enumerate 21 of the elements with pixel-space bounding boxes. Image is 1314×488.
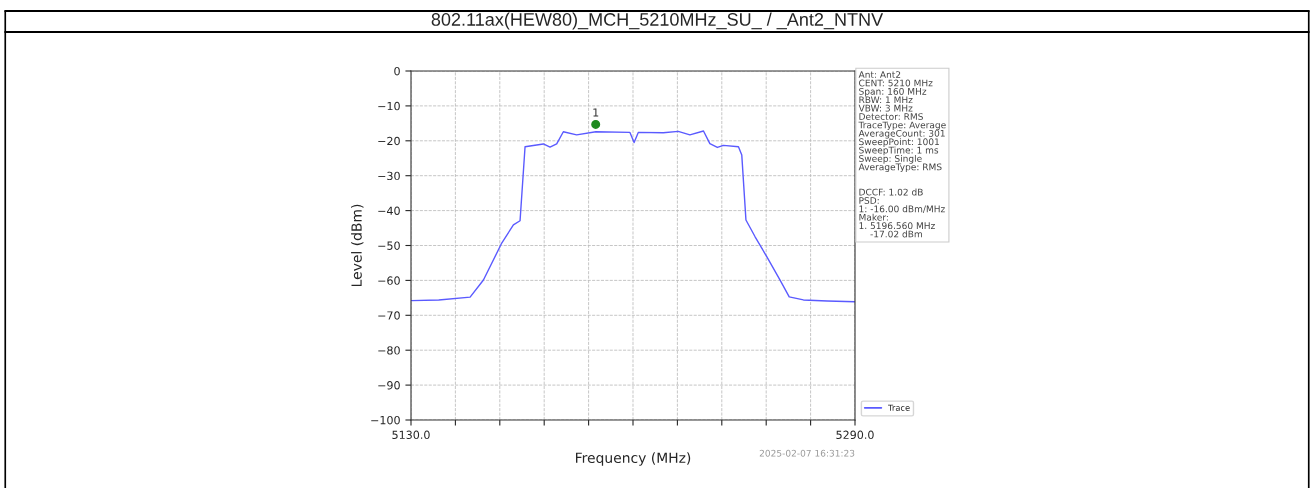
y-tick-label: −90: [378, 381, 400, 390]
y-tick-label: −80: [378, 346, 400, 355]
y-tick-label: −10: [378, 101, 400, 111]
legend-label: Trace: [888, 404, 910, 411]
line-series: [411, 130, 855, 303]
chart-title: 802.11ax(HEW80)_MCH_5210MHz_SU_ / _Ant2_NTNV: [431, 12, 884, 30]
text: 2025-02-07 16:31:23: [759, 449, 855, 457]
y-tick-label: −60: [378, 276, 400, 285]
y-tick-label: −40: [378, 206, 400, 215]
y-tick-label: −70: [378, 311, 400, 320]
text: Ant: Ant2 CENT: 5210 MHz Span: 160 MHz RBW: 1 MHz VBW: 3 MHz Detector: RMS TraceType: Average AverageCount: 301 SweepPoint: 1001 SweepTime: 1 ms Sweep: Single AverageType: RMS DCCF: 1.02 dB PSD: 1: -16.00 dBm/MHz Maker: 1. 5196.560 MHz -17.02 dBm: [858, 71, 946, 238]
y-tick-label: −50: [378, 241, 400, 250]
y-tick-label: −100: [371, 415, 400, 425]
x-axis-title: Frequency (MHz): [576, 452, 691, 466]
annotation: 1: [593, 108, 599, 117]
x-tick-label: 5130.0: [392, 430, 430, 440]
x-tick-label: 5290.0: [836, 430, 874, 440]
y-tick-label: −30: [378, 171, 400, 181]
y-axis-title: Level (dBm): [351, 204, 364, 287]
y-tick-label: −20: [378, 136, 400, 146]
y-tick-label: 0: [394, 66, 400, 76]
